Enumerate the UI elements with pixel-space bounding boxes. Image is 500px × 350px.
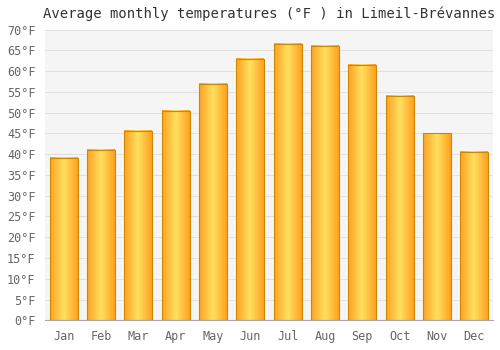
Title: Average monthly temperatures (°F ) in Limeil-Brévannes: Average monthly temperatures (°F ) in Li…	[43, 7, 495, 21]
Bar	[199, 84, 227, 320]
Bar	[274, 44, 302, 320]
Bar	[124, 131, 152, 320]
Bar	[311, 46, 339, 320]
Bar	[348, 65, 376, 320]
Bar	[87, 150, 115, 320]
Bar	[423, 133, 451, 320]
Bar	[162, 111, 190, 320]
Bar	[236, 59, 264, 320]
Bar	[460, 152, 488, 320]
Bar	[386, 96, 413, 320]
Bar	[50, 158, 78, 320]
